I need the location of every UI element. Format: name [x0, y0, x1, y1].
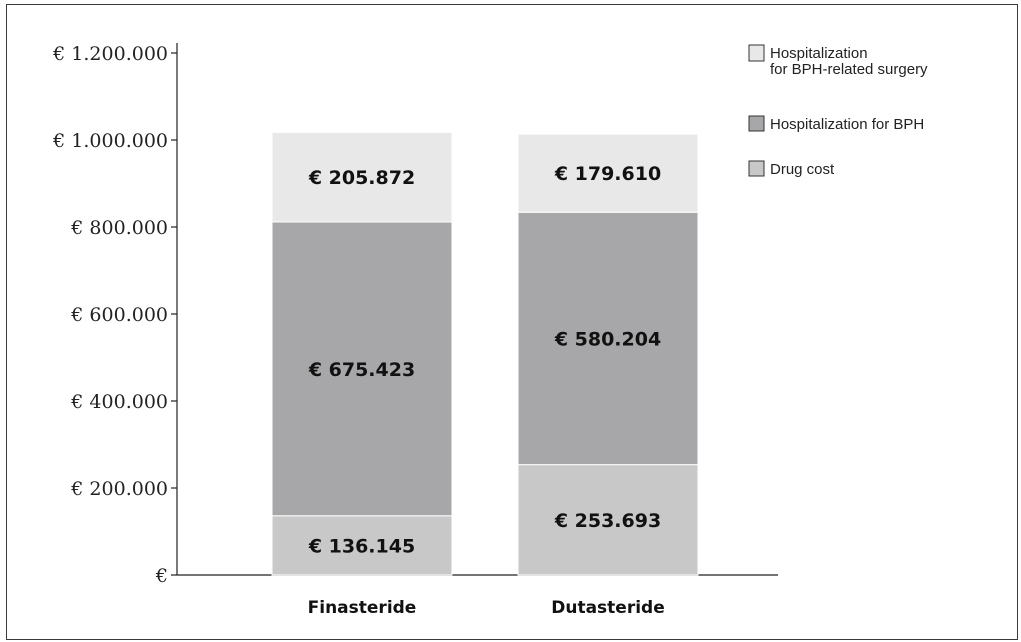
- bar-segment-dutasteride-hospitalization-for-bph-related-surgery: [517, 133, 699, 213]
- legend-label: Drug cost: [770, 161, 835, 178]
- data-label: € 136.145: [308, 535, 415, 557]
- legend-swatch: [748, 160, 765, 177]
- data-label: € 179.610: [554, 163, 661, 185]
- data-label: € 580.204: [554, 328, 661, 350]
- legend-swatch: [748, 115, 765, 132]
- x-category-label: Finasteride: [308, 598, 417, 618]
- legend-swatch: [748, 44, 765, 62]
- y-tick-label: € 1.000.000: [52, 130, 168, 152]
- y-tick-label: € 1.200.000: [52, 43, 168, 65]
- chart-frame: [6, 4, 1018, 640]
- bar-segment-finasteride-hospitalization-for-bph-related-surgery: [271, 131, 453, 223]
- legend-label: for BPH-related surgery: [770, 61, 928, 78]
- data-label: € 253.693: [554, 510, 661, 532]
- data-label: € 675.423: [308, 359, 415, 381]
- y-tick-label: € 400.000: [70, 391, 168, 413]
- bar-segment-finasteride-drug-cost: [271, 515, 453, 576]
- data-label: € 205.872: [308, 167, 415, 189]
- legend-label: Hospitalization for BPH: [770, 116, 924, 133]
- y-tick-label: € 200.000: [70, 478, 168, 500]
- legend-label: Hospitalization: [770, 45, 868, 62]
- x-category-label: Dutasteride: [551, 598, 665, 618]
- y-tick-label: € 800.000: [70, 217, 168, 239]
- bar-segment-dutasteride-hospitalization-for-bph: [517, 211, 699, 466]
- bar-segment-dutasteride-drug-cost: [517, 464, 699, 576]
- y-tick-label: € 600.000: [70, 304, 168, 326]
- bar-segment-finasteride-hospitalization-for-bph: [271, 221, 453, 517]
- y-tick-label: €: [155, 565, 168, 587]
